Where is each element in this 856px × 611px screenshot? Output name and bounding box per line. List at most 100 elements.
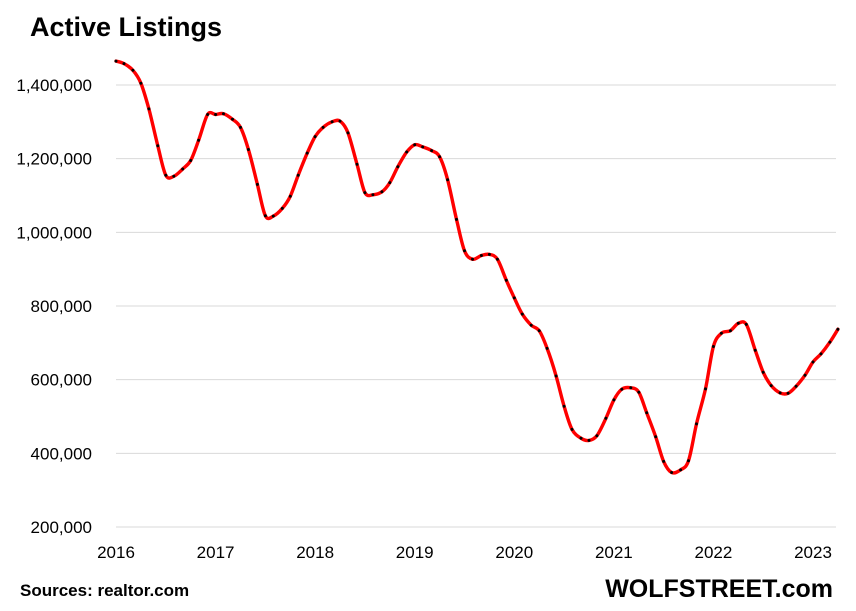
data-point (595, 434, 599, 438)
data-point (114, 59, 118, 63)
data-point (778, 391, 782, 395)
data-point (620, 387, 624, 391)
data-point (255, 182, 259, 186)
data-point (819, 352, 823, 356)
data-point (131, 68, 135, 72)
y-tick-label: 1,400,000 (16, 76, 92, 95)
data-point (794, 384, 798, 388)
data-point (695, 422, 698, 426)
data-point (438, 155, 442, 159)
data-point (612, 398, 616, 402)
y-tick-label: 400,000 (31, 444, 92, 463)
data-point (487, 252, 491, 256)
data-point (338, 119, 342, 123)
data-point (786, 391, 790, 395)
y-tick-label: 600,000 (31, 371, 92, 390)
data-point (206, 113, 210, 116)
data-point (122, 62, 126, 66)
data-point (405, 150, 409, 154)
data-point (156, 144, 160, 148)
data-point (744, 322, 748, 326)
data-point (711, 345, 715, 348)
data-point (554, 374, 558, 378)
data-point (719, 331, 723, 335)
y-tick-label: 800,000 (31, 297, 92, 316)
data-point (371, 193, 375, 197)
x-tick-label: 2018 (296, 543, 334, 562)
data-point (421, 145, 425, 149)
data-point (288, 194, 292, 198)
x-tick-label: 2016 (97, 543, 135, 562)
data-point (537, 329, 541, 333)
gridlines (116, 84, 836, 528)
x-axis-tick-labels: 2016 2017 2018 2019 2020 2021 2022 2023 (97, 543, 832, 562)
data-point (811, 360, 815, 364)
data-point (753, 348, 757, 352)
data-point (579, 436, 583, 440)
data-point (396, 165, 400, 169)
data-point (479, 254, 483, 257)
x-tick-label: 2022 (695, 543, 733, 562)
x-tick-label: 2017 (197, 543, 235, 562)
data-point (246, 148, 250, 151)
data-point (147, 107, 151, 111)
data-point (313, 135, 317, 139)
y-tick-label: 200,000 (31, 518, 92, 537)
data-point (604, 416, 608, 420)
series-line (114, 59, 840, 475)
data-point (512, 296, 516, 300)
data-point (679, 468, 683, 472)
data-point (562, 404, 566, 408)
data-point (214, 113, 218, 116)
data-point (388, 181, 392, 185)
series-group (114, 59, 840, 475)
data-point (181, 167, 185, 171)
data-point (355, 162, 359, 166)
chart-title: Active Listings (30, 12, 222, 42)
x-tick-label: 2019 (396, 543, 434, 562)
data-point (471, 257, 474, 261)
data-point (463, 249, 466, 253)
data-point (455, 217, 458, 221)
x-tick-label: 2020 (495, 543, 533, 562)
data-point (231, 117, 234, 121)
data-point (296, 173, 300, 177)
data-point (346, 131, 350, 135)
data-point (736, 321, 740, 325)
data-point (363, 191, 367, 195)
data-point (172, 174, 176, 178)
data-point (769, 384, 773, 388)
data-point (321, 125, 325, 129)
data-point (164, 173, 168, 177)
data-point (189, 159, 193, 162)
data-point (239, 125, 242, 129)
data-point (828, 340, 832, 344)
data-point (637, 390, 641, 394)
data-point (197, 138, 201, 142)
data-point (413, 143, 417, 147)
data-point (520, 312, 524, 316)
data-point (380, 190, 384, 194)
data-point (570, 427, 574, 431)
data-point (836, 327, 840, 331)
data-point (263, 214, 267, 218)
data-point (504, 278, 508, 282)
data-point (305, 151, 309, 155)
data-point (687, 459, 690, 463)
data-point (430, 149, 434, 153)
data-point (271, 214, 275, 218)
data-point (222, 112, 225, 116)
data-point (728, 329, 732, 333)
data-point (654, 435, 658, 439)
data-point (629, 386, 633, 390)
data-point (330, 120, 334, 124)
data-point (662, 459, 666, 463)
y-tick-label: 1,200,000 (16, 150, 92, 169)
data-point (587, 438, 591, 442)
data-point (704, 387, 707, 391)
x-tick-label: 2021 (595, 543, 633, 562)
data-point (139, 81, 143, 85)
data-point (670, 471, 674, 474)
data-point (446, 178, 450, 182)
